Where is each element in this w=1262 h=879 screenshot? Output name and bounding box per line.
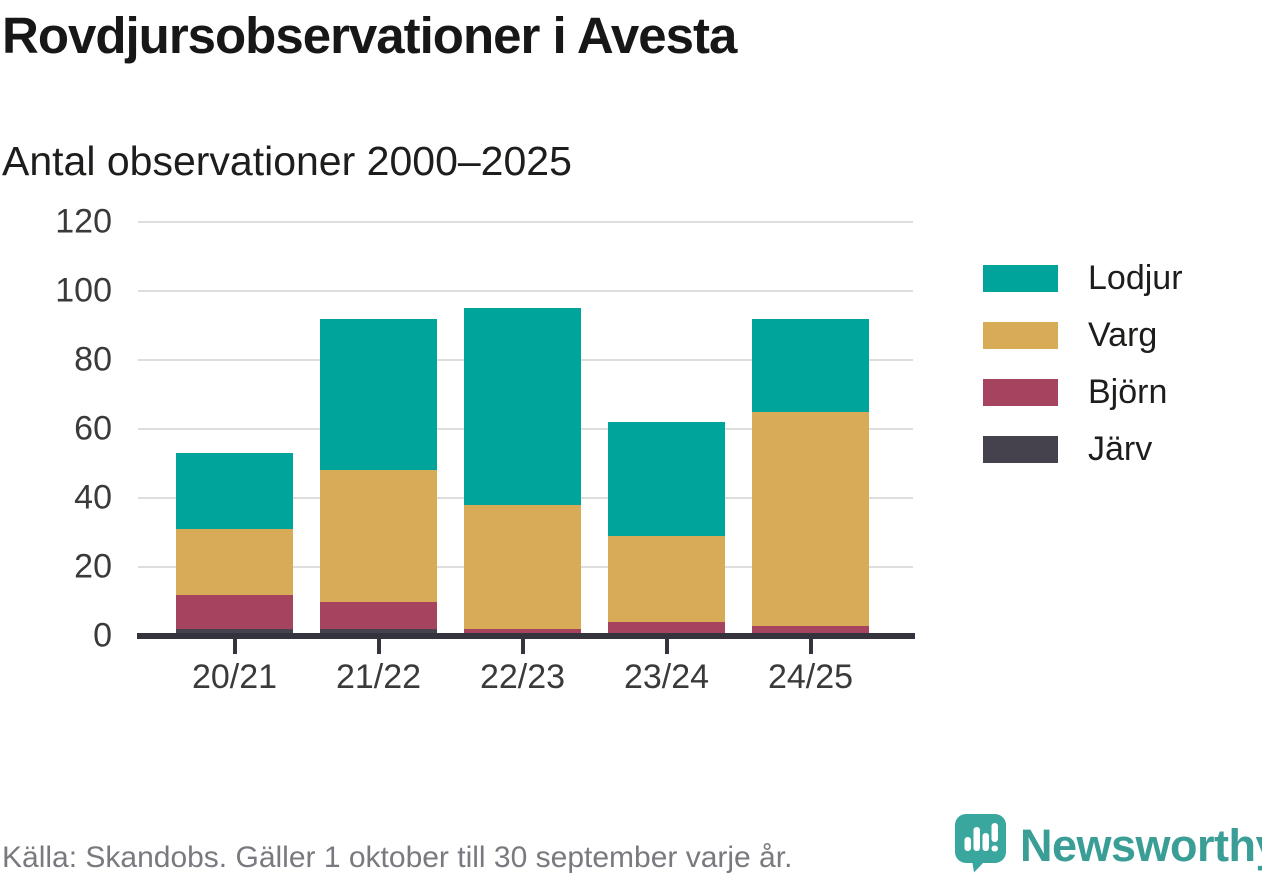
bar-22-23 <box>464 222 581 636</box>
y-tick-label-100: 100 <box>55 271 112 310</box>
legend-label-björn: Björn <box>1088 373 1168 411</box>
logo-exclaim-dot <box>991 845 998 852</box>
x-tick-label-22-23: 22/23 <box>479 658 566 696</box>
chart-title: Rovdjursobservationer i Avesta <box>2 7 737 64</box>
y-tick-label-40: 40 <box>74 478 112 517</box>
bar-24-25 <box>752 222 869 636</box>
legend-item-lodjur: Lodjur <box>983 259 1183 297</box>
legend-label-järv: Järv <box>1088 430 1153 468</box>
bar-segment-björn-21-22 <box>320 601 437 630</box>
legend-item-varg: Varg <box>983 316 1183 354</box>
bar-segment-lodjur-24-25 <box>752 318 869 412</box>
x-tick-23-24 <box>664 639 669 654</box>
bar-segment-järv-21-22 <box>320 629 437 636</box>
bar-20-21 <box>176 222 293 636</box>
legend-swatch-varg <box>983 322 1058 349</box>
x-tick-label-21-22: 21/22 <box>335 658 422 696</box>
logo-bar-2 <box>973 827 980 851</box>
x-tick-label-24-25: 24/25 <box>767 658 854 696</box>
legend-item-björn: Björn <box>983 373 1183 411</box>
bar-segment-björn-23-24 <box>608 622 725 636</box>
y-tick-label-60: 60 <box>74 409 112 448</box>
x-axis-line <box>137 633 915 639</box>
brand-wordmark: Newsworthy <box>1020 820 1262 871</box>
bar-segment-björn-22-23 <box>464 629 581 636</box>
gridline-100 <box>138 290 913 292</box>
bar-segment-lodjur-20-21 <box>176 453 293 530</box>
bar-segment-varg-22-23 <box>464 504 581 630</box>
bar-segment-lodjur-23-24 <box>608 422 725 536</box>
legend-item-järv: Järv <box>983 430 1183 468</box>
y-tick-label-120: 120 <box>55 202 112 241</box>
y-axis-labels: 0 20 40 60 80 100 120 <box>0 203 112 655</box>
bar-segment-lodjur-22-23 <box>464 308 581 505</box>
x-tick-label-20-21: 20/21 <box>191 658 278 696</box>
gridline-120 <box>138 221 913 223</box>
y-tick-label-20: 20 <box>74 547 112 586</box>
legend-swatch-lodjur <box>983 265 1058 292</box>
x-tick-24-25 <box>808 639 813 654</box>
bar-segment-varg-24-25 <box>752 411 869 626</box>
bar-segment-björn-20-21 <box>176 594 293 630</box>
legend-swatch-järv <box>983 436 1058 463</box>
bar-21-22 <box>320 222 437 636</box>
logo-bubble <box>955 814 1006 873</box>
x-tick-label-23-24: 23/24 <box>623 658 710 696</box>
x-tick-20-21 <box>232 639 237 654</box>
bar-segment-lodjur-21-22 <box>320 318 437 471</box>
logo-exclaim-bar <box>991 823 998 842</box>
bar-segment-varg-20-21 <box>176 529 293 595</box>
newsworthy-logo-icon <box>955 814 1006 873</box>
bar-23-24 <box>608 222 725 636</box>
bar-segment-järv-20-21 <box>176 629 293 636</box>
chart-legend: Lodjur Varg Björn Järv <box>983 259 1183 493</box>
chart-subtitle: Antal observationer 2000–2025 <box>2 138 572 184</box>
legend-label-varg: Varg <box>1088 316 1158 354</box>
legend-swatch-björn <box>983 379 1058 406</box>
logo-bar-3 <box>982 833 989 851</box>
x-tick-21-22 <box>376 639 381 654</box>
bar-segment-varg-23-24 <box>608 535 725 623</box>
bar-segment-varg-21-22 <box>320 470 437 602</box>
plot-area <box>138 221 913 636</box>
bar-segment-björn-24-25 <box>752 625 869 636</box>
legend-label-lodjur: Lodjur <box>1088 259 1183 297</box>
logo-bar-1 <box>964 837 971 851</box>
brand-footer: Newsworthy <box>954 813 1262 873</box>
y-tick-label-80: 80 <box>74 340 112 379</box>
y-tick-label-0: 0 <box>93 616 112 655</box>
x-tick-22-23 <box>520 639 525 654</box>
source-note: Källa: Skandobs. Gäller 1 oktober till 3… <box>2 841 793 874</box>
